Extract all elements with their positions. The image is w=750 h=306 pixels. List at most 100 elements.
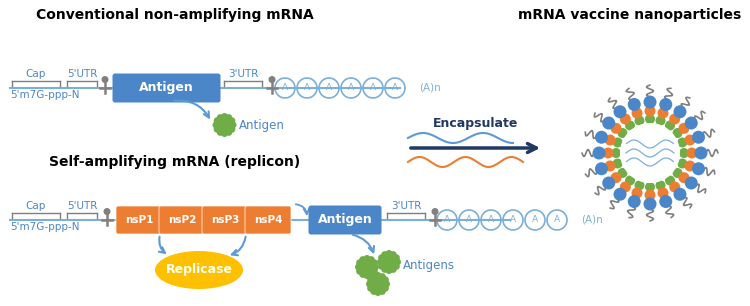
Circle shape <box>685 177 698 189</box>
Circle shape <box>382 285 388 292</box>
Circle shape <box>679 123 689 134</box>
Text: Self-amplifying mRNA (replicon): Self-amplifying mRNA (replicon) <box>50 155 301 169</box>
Circle shape <box>360 260 374 274</box>
Circle shape <box>370 288 377 295</box>
Circle shape <box>355 263 362 271</box>
Text: A: A <box>348 84 354 92</box>
Text: 5'UTR: 5'UTR <box>67 201 98 211</box>
Text: Antigen: Antigen <box>318 214 372 226</box>
Circle shape <box>386 267 392 274</box>
Circle shape <box>685 117 698 129</box>
Text: A: A <box>370 84 376 92</box>
Circle shape <box>617 128 628 138</box>
Circle shape <box>432 209 438 214</box>
Circle shape <box>665 121 675 130</box>
Circle shape <box>370 268 378 275</box>
Circle shape <box>628 195 640 208</box>
Circle shape <box>366 281 373 288</box>
Text: A: A <box>532 215 538 225</box>
Text: A: A <box>304 84 310 92</box>
Circle shape <box>620 123 680 183</box>
Circle shape <box>645 182 655 192</box>
Circle shape <box>356 259 363 266</box>
Circle shape <box>692 162 705 175</box>
Circle shape <box>356 268 363 275</box>
Circle shape <box>659 98 672 111</box>
Circle shape <box>677 137 687 147</box>
FancyBboxPatch shape <box>116 206 162 234</box>
Circle shape <box>382 255 396 269</box>
Circle shape <box>669 114 680 125</box>
Circle shape <box>677 159 687 169</box>
Text: Cap: Cap <box>26 201 46 211</box>
FancyBboxPatch shape <box>112 73 220 103</box>
Circle shape <box>692 131 705 144</box>
Circle shape <box>658 107 668 118</box>
Text: A: A <box>466 215 472 225</box>
Circle shape <box>381 251 388 258</box>
Text: nsP3: nsP3 <box>211 215 239 225</box>
Circle shape <box>214 117 220 124</box>
Circle shape <box>217 129 223 136</box>
Text: Antigen: Antigen <box>238 118 284 132</box>
Text: nsP2: nsP2 <box>168 215 196 225</box>
Text: (A)n: (A)n <box>419 83 441 93</box>
FancyBboxPatch shape <box>159 206 205 234</box>
Text: A: A <box>554 215 560 225</box>
Circle shape <box>269 77 274 82</box>
Circle shape <box>102 77 108 82</box>
Text: A: A <box>444 215 450 225</box>
FancyBboxPatch shape <box>308 206 382 234</box>
Text: 5'm7G-ppp-N: 5'm7G-ppp-N <box>10 90 80 100</box>
Circle shape <box>228 117 236 124</box>
Text: A: A <box>510 215 516 225</box>
Circle shape <box>620 181 631 192</box>
Circle shape <box>617 168 628 178</box>
Circle shape <box>393 263 400 270</box>
Circle shape <box>673 128 682 138</box>
Circle shape <box>625 121 635 130</box>
Text: 5'UTR: 5'UTR <box>67 69 98 79</box>
Text: A: A <box>326 84 332 92</box>
Circle shape <box>390 251 397 258</box>
Text: Cap: Cap <box>26 69 46 79</box>
Circle shape <box>225 129 232 136</box>
Circle shape <box>381 266 388 273</box>
Circle shape <box>644 189 656 200</box>
Circle shape <box>592 147 605 159</box>
Circle shape <box>613 137 622 147</box>
Circle shape <box>372 263 379 271</box>
Circle shape <box>656 180 665 190</box>
Circle shape <box>644 95 656 109</box>
Text: nsP4: nsP4 <box>254 215 282 225</box>
Ellipse shape <box>155 251 243 289</box>
Circle shape <box>368 285 374 292</box>
Circle shape <box>634 116 644 126</box>
Circle shape <box>228 126 236 133</box>
Circle shape <box>104 209 110 214</box>
Text: Antigens: Antigens <box>403 259 455 273</box>
Circle shape <box>644 106 656 117</box>
Circle shape <box>368 276 374 283</box>
Circle shape <box>377 259 384 266</box>
Circle shape <box>390 266 397 273</box>
Circle shape <box>610 172 622 183</box>
Circle shape <box>604 135 616 146</box>
Circle shape <box>382 276 388 283</box>
Text: 3'UTR: 3'UTR <box>228 69 258 79</box>
Circle shape <box>370 273 377 280</box>
Circle shape <box>686 147 698 159</box>
Text: A: A <box>488 215 494 225</box>
Circle shape <box>368 271 375 278</box>
Circle shape <box>674 105 686 118</box>
Circle shape <box>620 114 631 125</box>
Circle shape <box>379 288 386 295</box>
Circle shape <box>378 254 386 261</box>
Circle shape <box>383 281 390 288</box>
Text: (A)n: (A)n <box>581 215 603 225</box>
Circle shape <box>225 114 232 121</box>
Circle shape <box>632 188 643 199</box>
Circle shape <box>694 147 707 159</box>
Circle shape <box>217 114 223 121</box>
Text: Encapsulate: Encapsulate <box>433 117 518 130</box>
